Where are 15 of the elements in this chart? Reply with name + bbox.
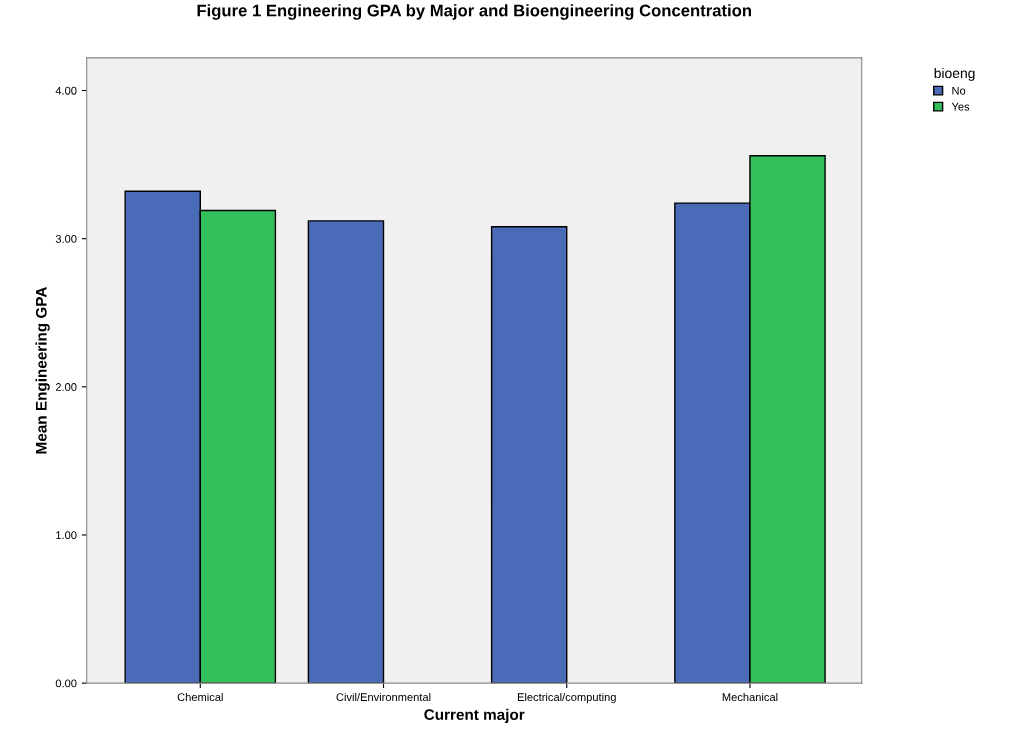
x-tick-label: Civil/Environmental <box>336 692 431 702</box>
y-axis-title: Mean Engineering GPA <box>35 287 50 454</box>
y-tick-label: 1.00 <box>56 531 77 540</box>
legend-label: No <box>952 86 966 95</box>
x-axis-title: Current major <box>424 708 525 724</box>
legend-title: bioeng <box>934 67 975 81</box>
x-tick-label: Chemical <box>177 692 223 702</box>
legend-label: Yes <box>951 102 970 111</box>
y-tick-label: 2.00 <box>55 383 77 391</box>
y-tick-label: 4.00 <box>55 86 77 95</box>
y-tick-label: 0.00 <box>55 679 77 688</box>
y-tick-label: 3.00 <box>55 234 77 243</box>
chart-title: Figure 1 Engineering GPA by Major and Bioengineering Concentration <box>197 4 751 20</box>
x-tick-label: Mechanical <box>722 692 778 702</box>
x-tick-label: Electrical/computing <box>517 692 616 704</box>
